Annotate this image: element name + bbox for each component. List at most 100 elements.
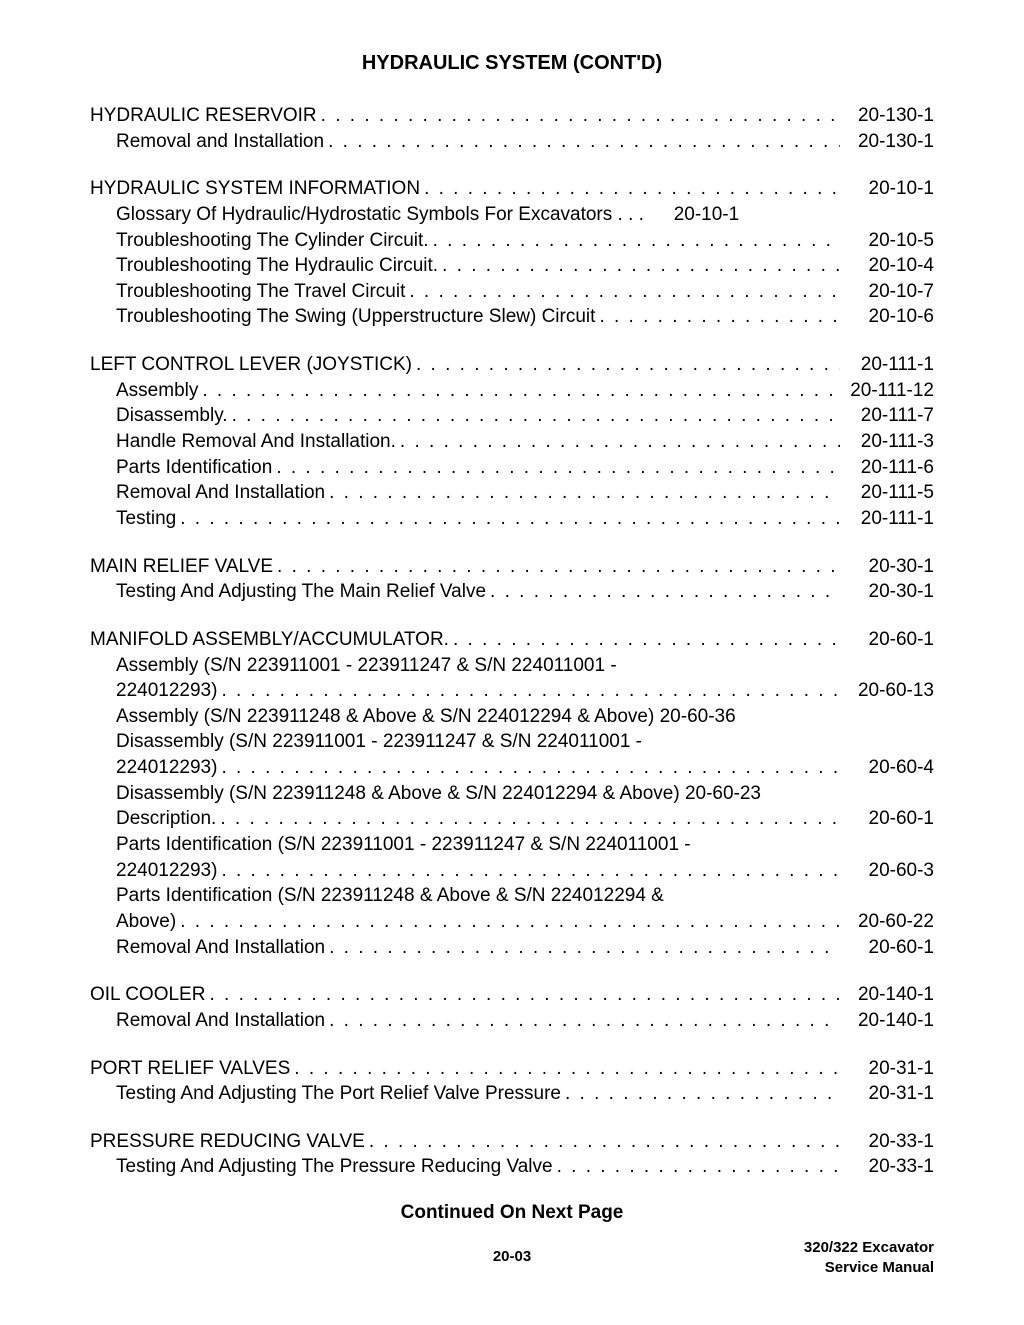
toc-sub-entry: Troubleshooting The Hydraulic Circuit.20…	[90, 253, 934, 279]
toc-entry-label: Troubleshooting The Cylinder Circuit.	[116, 228, 429, 254]
toc-entry-label: Handle Removal And Installation.	[116, 429, 396, 455]
toc-sub-entry: Troubleshooting The Travel Circuit20-10-…	[90, 279, 934, 305]
toc-entry-label: Troubleshooting The Swing (Upperstructur…	[116, 304, 595, 330]
toc-head-entry: MANIFOLD ASSEMBLY/ACCUMULATOR.20-60-1	[90, 627, 934, 653]
toc-leader-dots	[557, 1154, 840, 1180]
toc-entry-label: Description.	[116, 806, 216, 832]
toc-entry-page: 20-31-1	[844, 1056, 934, 1082]
toc-entry-label: Assembly	[116, 378, 198, 404]
toc-sub-entry: 224012293) 20-60-4	[90, 755, 934, 781]
toc-entry-label: HYDRAULIC RESERVOIR	[90, 103, 317, 129]
toc-group: PORT RELIEF VALVES 20-31-1Testing And Adj…	[90, 1056, 934, 1107]
toc-entry-label: Testing And Adjusting The Pressure Reduc…	[116, 1154, 553, 1180]
toc-entry-page: 20-33-1	[844, 1154, 934, 1180]
page-footer: 20-03 320/322 Excavator Service Manual	[90, 1248, 934, 1265]
toc-leader-dots	[276, 455, 840, 481]
toc-entry-label: Disassembly.	[116, 403, 228, 429]
toc-entry-label: HYDRAULIC SYSTEM INFORMATION	[90, 176, 420, 202]
toc-entry-label: Troubleshooting The Hydraulic Circuit.	[116, 253, 438, 279]
toc-sub-entry: Glossary Of Hydraulic/Hydrostatic Symbol…	[90, 202, 934, 228]
toc-group: MAIN RELIEF VALVE 20-30-1 Testing And Adju…	[90, 554, 934, 605]
toc-entry-label: Testing And Adjusting The Main Relief Va…	[116, 579, 486, 605]
toc-head-entry: HYDRAULIC RESERVOIR 20-130-1	[90, 103, 934, 129]
toc-entry-page: 20-140-1	[844, 1008, 934, 1034]
toc-wrapped-line: Assembly (S/N 223911001 - 223911247 & S/…	[90, 653, 934, 679]
toc-leader-dots	[329, 480, 840, 506]
toc-entry-page: 20-10-1	[844, 176, 934, 202]
toc-head-entry: LEFT CONTROL LEVER (JOYSTICK)20-111-1	[90, 352, 934, 378]
toc-entry-label: Removal and Installation	[116, 129, 324, 155]
toc-entry-page: 20-30-1	[844, 579, 934, 605]
toc-wrapped-line: Disassembly (S/N 223911248 & Above & S/N…	[90, 781, 934, 807]
toc-leader-dots	[329, 935, 840, 961]
footer-line-2: Service Manual	[804, 1258, 934, 1278]
toc-leader-dots	[442, 253, 840, 279]
toc-entry-label: PRESSURE REDUCING VALVE	[90, 1129, 365, 1155]
toc-entry-label: Removal And Installation	[116, 935, 325, 961]
toc-sub-entry: Disassembly. 20-111-7	[90, 403, 934, 429]
toc-sub-entry: Removal And Installation 20-140-1	[90, 1008, 934, 1034]
toc-entry-label: MAIN RELIEF VALVE	[90, 554, 273, 580]
toc-entry-label: LEFT CONTROL LEVER (JOYSTICK)	[90, 352, 412, 378]
toc-leader-dots	[369, 1129, 840, 1155]
toc-entry-page: 20-60-3	[844, 858, 934, 884]
table-of-contents: HYDRAULIC RESERVOIR20-130-1Removal and I…	[90, 103, 934, 1180]
toc-entry-page: 20-111-7	[844, 403, 934, 429]
continued-note: Continued On Next Page	[90, 1202, 934, 1224]
toc-sub-entry: Parts Identification 20-111-6	[90, 455, 934, 481]
toc-leader-dots	[329, 1008, 840, 1034]
toc-sub-entry: Troubleshooting The Swing (Upperstructur…	[90, 304, 934, 330]
toc-sub-entry: Testing20-111-1	[90, 506, 934, 532]
toc-sub-entry: 224012293)20-60-3	[90, 858, 934, 884]
toc-entry-page: 20-111-5	[844, 480, 934, 506]
toc-entry-label: Parts Identification	[116, 455, 272, 481]
toc-entry-page: 20-31-1	[844, 1081, 934, 1107]
toc-entry-label: PORT RELIEF VALVES	[90, 1056, 290, 1082]
toc-leader-dots	[221, 755, 840, 781]
toc-entry-label: Above)	[116, 909, 176, 935]
toc-sub-entry: Testing And Adjusting The Pressure Reduc…	[90, 1154, 934, 1180]
toc-entry-page: 20-111-3	[844, 429, 934, 455]
toc-sub-entry: Removal And Installation20-111-5	[90, 480, 934, 506]
toc-entry-label: Removal And Installation	[116, 1008, 325, 1034]
toc-leader-dots	[433, 228, 840, 254]
toc-leader-dots	[400, 429, 840, 455]
toc-leader-dots	[209, 982, 840, 1008]
toc-group: OIL COOLER20-140-1Removal And Installati…	[90, 982, 934, 1033]
toc-group: LEFT CONTROL LEVER (JOYSTICK)20-111-1Ass…	[90, 352, 934, 531]
toc-leader-dots	[453, 627, 840, 653]
page-title: HYDRAULIC SYSTEM (CONT'D)	[90, 52, 934, 75]
toc-entry-page: 20-33-1	[844, 1129, 934, 1155]
toc-leader-dots	[599, 304, 840, 330]
toc-group: HYDRAULIC SYSTEM INFORMATION 20-10-1 Gloss…	[90, 176, 934, 330]
toc-sub-entry: Removal and Installation20-130-1	[90, 129, 934, 155]
toc-entry-page: 20-10-1	[649, 202, 739, 228]
toc-leader-dots	[294, 1056, 840, 1082]
toc-entry-page: 20-60-13	[844, 678, 934, 704]
toc-entry-label: Testing	[116, 506, 176, 532]
toc-leader-dots	[221, 678, 840, 704]
toc-sub-entry: Testing And Adjusting The Main Relief Va…	[90, 579, 934, 605]
toc-entry-page: 20-60-22	[844, 909, 934, 935]
toc-entry-page: 20-111-12	[844, 378, 934, 404]
toc-wrapped-line: Parts Identification (S/N 223911248 & Ab…	[90, 883, 934, 909]
toc-entry-page: 20-130-1	[844, 103, 934, 129]
toc-entry-page: 20-60-1	[844, 627, 934, 653]
toc-leader-dots	[232, 403, 840, 429]
toc-entry-page: 20-60-4	[844, 755, 934, 781]
toc-leader-dots	[220, 806, 840, 832]
toc-wrapped-line: Disassembly (S/N 223911001 - 223911247 &…	[90, 729, 934, 755]
toc-entry-page: 20-111-6	[844, 455, 934, 481]
toc-wrapped-line: Assembly (S/N 223911248 & Above & S/N 22…	[90, 704, 934, 730]
toc-entry-label: Glossary Of Hydraulic/Hydrostatic Symbol…	[116, 202, 612, 228]
toc-entry-page: 20-10-6	[844, 304, 934, 330]
toc-entry-label: 224012293)	[116, 755, 217, 781]
toc-leader-dots	[328, 129, 840, 155]
toc-wrapped-line: Parts Identification (S/N 223911001 - 22…	[90, 832, 934, 858]
toc-entry-page: 20-60-1	[844, 806, 934, 832]
toc-sub-entry: Assembly 20-111-12	[90, 378, 934, 404]
toc-sub-entry: Troubleshooting The Cylinder Circuit.20-…	[90, 228, 934, 254]
toc-sub-entry: Testing And Adjusting The Port Relief Va…	[90, 1081, 934, 1107]
toc-leader-dots	[565, 1081, 840, 1107]
toc-leader-dots	[490, 579, 840, 605]
